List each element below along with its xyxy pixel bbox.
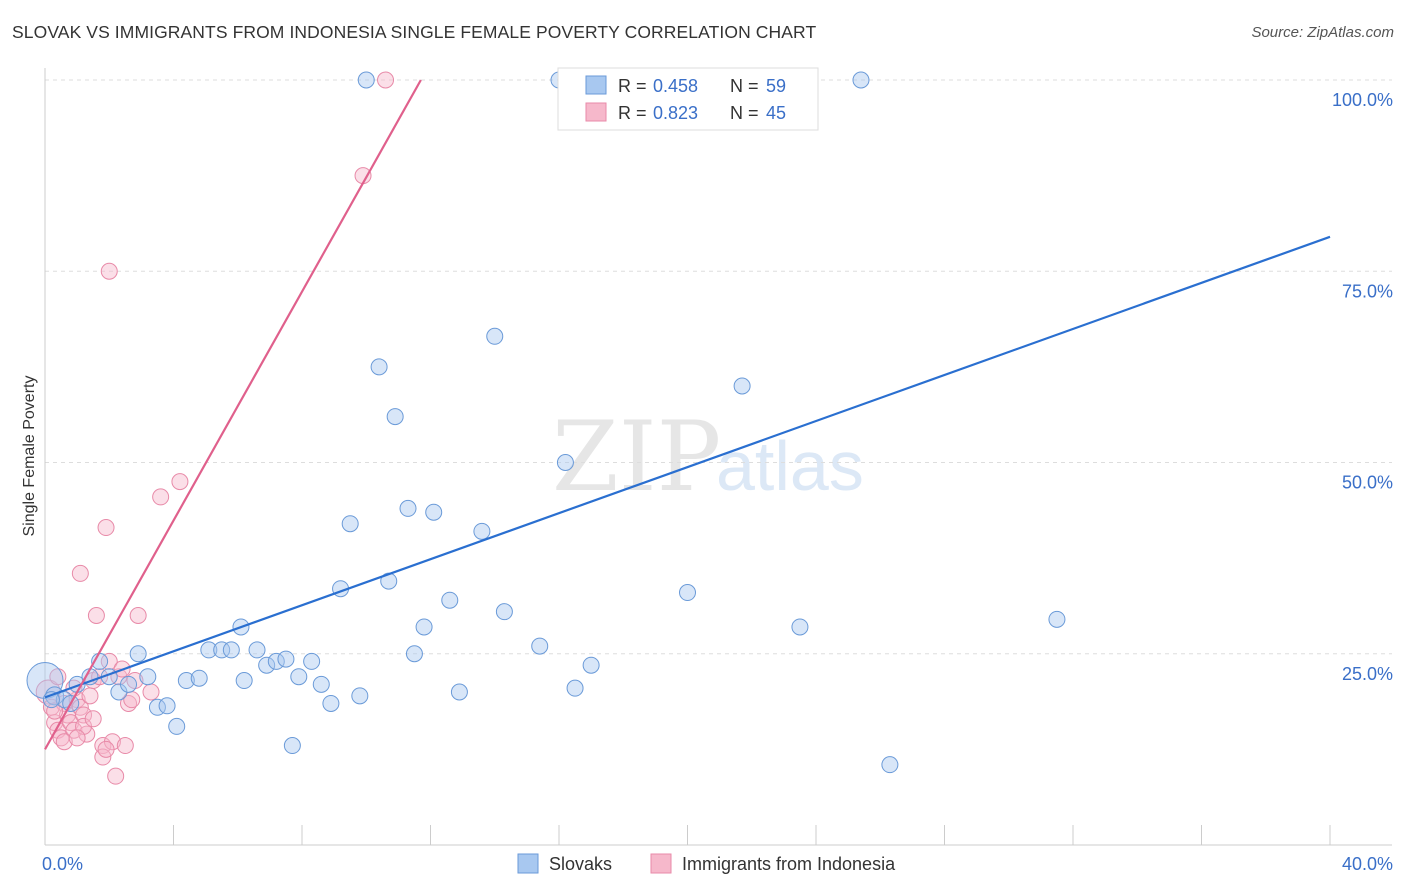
legend-n-value-slovaks: 59 <box>766 76 786 96</box>
legend-n-value-indonesia: 45 <box>766 103 786 123</box>
legend-n-label-slovaks: N = <box>730 76 759 96</box>
slovaks-point-0 <box>26 662 64 700</box>
indonesia-point-27 <box>142 683 160 701</box>
legend-r-value-slovaks: 0.458 <box>653 76 698 96</box>
chart-title: SLOVAK VS IMMIGRANTS FROM INDONESIA SING… <box>12 22 817 42</box>
legend-n-label-indonesia: N = <box>730 103 759 123</box>
slovaks-point-56 <box>881 756 899 774</box>
slovaks-point-40 <box>415 618 433 636</box>
indonesia-point-43 <box>68 729 86 747</box>
legend-r-label-indonesia: R = <box>618 103 647 123</box>
series-legend: Slovaks Immigrants from Indonesia <box>517 853 896 874</box>
slovaks-point-51 <box>582 656 600 674</box>
series-slovaks-points <box>26 71 1066 774</box>
slovaks-point-28 <box>303 652 321 670</box>
grid-lines <box>45 79 1392 655</box>
watermark-atlas: atlas <box>716 427 864 505</box>
series-immigrants-indonesia-points <box>35 71 395 785</box>
indonesia-point-21 <box>107 767 125 785</box>
slovaks-point-47 <box>531 637 549 655</box>
watermark-zip: ZIP <box>552 401 721 513</box>
slovaks-point-19 <box>222 641 240 659</box>
source-credit: Source: ZipAtlas.com <box>1251 24 1394 41</box>
indonesia-point-42 <box>97 740 115 758</box>
slovaks-point-15 <box>177 672 195 690</box>
legend-bottom-swatch-slovaks <box>517 853 539 874</box>
trend-line-indonesia <box>44 79 422 750</box>
legend-bottom-swatch-indonesia <box>650 853 672 874</box>
indonesia-point-23 <box>116 737 134 755</box>
slovaks-point-57 <box>1048 610 1066 628</box>
indonesia-point-18 <box>97 519 115 537</box>
slovaks-point-21 <box>235 672 253 690</box>
slovaks-point-35 <box>370 358 388 376</box>
slovaks-point-37 <box>386 408 404 426</box>
legend-r-value-indonesia: 0.823 <box>653 103 698 123</box>
slovaks-point-55 <box>852 71 870 89</box>
y-tick-label-2: 75.0% <box>1342 281 1393 301</box>
slovaks-point-46 <box>495 603 513 621</box>
legend-bottom-label-indonesia: Immigrants from Indonesia <box>682 854 896 874</box>
slovaks-point-52 <box>679 584 696 602</box>
indonesia-point-30 <box>71 564 89 582</box>
slovaks-point-34 <box>357 71 375 89</box>
stats-legend: R = 0.458 N = 59 R = 0.823 N = 45 <box>557 67 819 131</box>
trend-lines <box>44 79 1331 750</box>
indonesia-point-26 <box>129 607 147 624</box>
y-tick-label-1: 50.0% <box>1342 473 1393 493</box>
slovaks-point-38 <box>399 499 417 517</box>
legend-r-label-slovaks: R = <box>618 76 647 96</box>
legend-swatch-indonesia <box>585 102 607 122</box>
indonesia-point-19 <box>100 652 118 670</box>
slovaks-point-22 <box>248 641 266 659</box>
indonesia-point-40 <box>84 710 102 728</box>
slovaks-point-42 <box>441 591 459 609</box>
slovaks-point-30 <box>322 694 340 712</box>
slovaks-point-49 <box>556 454 574 471</box>
slovaks-point-16 <box>190 669 208 687</box>
slovaks-point-43 <box>450 683 468 701</box>
indonesia-point-13 <box>81 687 99 705</box>
indonesia-point-33 <box>377 71 395 89</box>
y-tick-label-0: 25.0% <box>1342 664 1393 684</box>
slovaks-point-27 <box>290 668 308 686</box>
y-axis-label: Single Female Poverty <box>21 376 38 537</box>
legend-swatch-slovaks <box>585 75 607 95</box>
indonesia-point-37 <box>55 733 73 751</box>
slovaks-point-9 <box>120 675 138 693</box>
slovaks-point-18 <box>213 641 231 659</box>
y-tick-labels: 25.0% 50.0% 75.0% 100.0% <box>1332 90 1393 684</box>
indonesia-point-29 <box>171 473 189 491</box>
x-tick-label-1: 40.0% <box>1342 854 1393 874</box>
slovaks-point-54 <box>791 618 809 636</box>
slovaks-point-14 <box>168 717 186 735</box>
slovaks-point-23 <box>258 656 276 674</box>
slovaks-point-13 <box>158 697 176 715</box>
slovaks-point-53 <box>733 377 751 395</box>
slovaks-point-33 <box>351 687 369 705</box>
slovaks-point-32 <box>341 515 359 533</box>
legend-bottom-label-slovaks: Slovaks <box>549 854 612 874</box>
indonesia-point-15 <box>87 607 105 624</box>
indonesia-point-28 <box>152 488 170 506</box>
slovaks-point-25 <box>277 650 295 668</box>
slovaks-point-41 <box>425 503 443 521</box>
slovaks-point-11 <box>139 668 157 686</box>
slovaks-point-17 <box>200 641 218 659</box>
slovaks-point-26 <box>283 737 301 755</box>
axes <box>44 68 1392 846</box>
indonesia-point-31 <box>100 262 118 280</box>
slovaks-point-10 <box>129 645 147 663</box>
trend-line-slovaks <box>44 235 1331 699</box>
x-tick-label-0: 0.0% <box>42 854 83 874</box>
indonesia-point-34 <box>49 668 67 686</box>
slovaks-point-50 <box>566 679 584 697</box>
slovaks-point-44 <box>473 522 491 540</box>
slovaks-point-29 <box>312 675 330 693</box>
slovaks-point-45 <box>486 327 504 345</box>
x-tick-labels: 0.0% 40.0% <box>42 854 1393 874</box>
y-tick-label-3: 100.0% <box>1332 90 1393 110</box>
slovaks-point-39 <box>405 645 423 663</box>
